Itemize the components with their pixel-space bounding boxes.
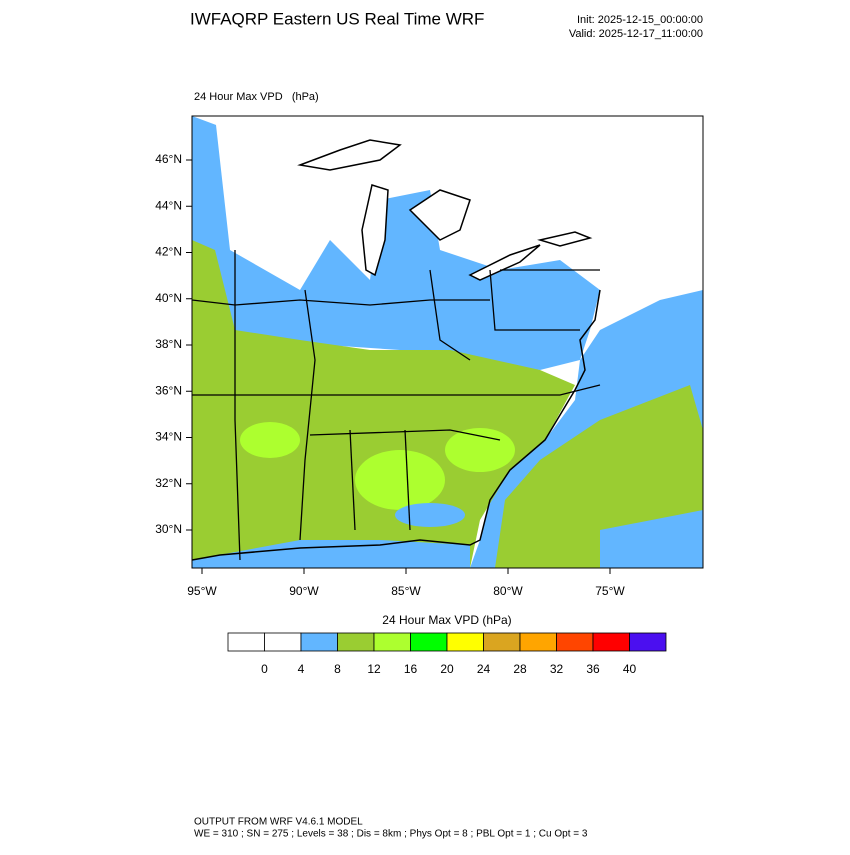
colorbar-box xyxy=(264,632,302,652)
colorbar-box xyxy=(337,632,375,652)
colorbar-box xyxy=(592,632,630,652)
lat-tick-label: 46°N xyxy=(155,152,182,166)
footer-line: OUTPUT FROM WRF V4.6.1 MODEL xyxy=(194,817,363,828)
map-frame xyxy=(191,115,704,569)
colorbar-label: 40 xyxy=(623,662,637,676)
lake-erie xyxy=(468,244,541,281)
light-green-field xyxy=(240,422,300,458)
lat-tick-label: 38°N xyxy=(155,337,182,351)
lat-tick-label: 32°N xyxy=(155,476,182,490)
lake-michigan xyxy=(361,184,389,277)
colorbar-box xyxy=(483,632,521,652)
green-field xyxy=(192,240,575,568)
lat-tick-label: 42°N xyxy=(155,245,182,259)
colorbar-label: 36 xyxy=(586,662,600,676)
title: IWFAQRP Eastern US Real Time WRF xyxy=(190,9,484,28)
lon-tick-label: 85°W xyxy=(391,584,421,598)
lake-ontario xyxy=(537,231,593,247)
coastline xyxy=(192,289,601,561)
light-green-field xyxy=(445,428,515,472)
lat-tick-label: 40°N xyxy=(155,291,182,305)
colorbar-label: 28 xyxy=(513,662,527,676)
colorbar-box xyxy=(446,632,484,652)
colorbar-box xyxy=(556,632,594,652)
north-white xyxy=(192,116,703,180)
init-time: Init: 2025-12-15_00:00:00 xyxy=(577,14,703,26)
colorbar: 0 4 8 12 16 20 24 28 32 36 40 xyxy=(227,632,667,676)
blue-field xyxy=(192,116,600,370)
state-lines xyxy=(192,250,601,561)
lake-huron xyxy=(408,189,471,241)
colorbar-label: 20 xyxy=(440,662,454,676)
colorbar-box xyxy=(300,632,338,652)
valid-time: Valid: 2025-12-17_11:00:00 xyxy=(569,28,703,40)
map-fields xyxy=(192,116,703,568)
colorbar-box xyxy=(410,632,448,652)
map-label: 24 Hour Max VPD (hPa) xyxy=(194,91,319,103)
lake-superior xyxy=(297,139,402,171)
lon-tick-label: 90°W xyxy=(289,584,319,598)
colorbar-title: 24 Hour Max VPD (hPa) xyxy=(382,613,511,627)
colorbar-label: 12 xyxy=(367,662,381,676)
light-green-field xyxy=(355,450,445,510)
lat-tick-label: 44°N xyxy=(155,198,182,212)
lon-tick-label: 75°W xyxy=(595,584,625,598)
colorbar-box xyxy=(227,632,265,652)
colorbar-label: 8 xyxy=(334,662,341,676)
lat-tick-label: 36°N xyxy=(155,383,182,397)
colorbar-box xyxy=(373,632,411,652)
colorbar-label: 24 xyxy=(477,662,491,676)
lat-tick-label: 34°N xyxy=(155,430,182,444)
colorbar-box xyxy=(519,632,557,652)
colorbar-label: 16 xyxy=(404,662,418,676)
colorbar-box xyxy=(629,632,667,652)
colorbar-label: 32 xyxy=(550,662,564,676)
colorbar-label: 4 xyxy=(298,662,305,676)
lon-tick-label: 95°W xyxy=(187,584,217,598)
lon-tick-label: 80°W xyxy=(493,584,523,598)
blue-field xyxy=(395,503,465,527)
colorbar-label: 0 xyxy=(261,662,268,676)
gulf-field xyxy=(192,540,470,568)
lat-tick-label: 30°N xyxy=(155,522,182,536)
map-axes: 46°N 44°N 42°N 40°N 38°N 36°N 34°N 32°N 30°N 95°W… xyxy=(155,152,625,598)
footer-line: WE = 310 ; SN = 275 ; Levels = 38 ; Dis … xyxy=(194,829,588,840)
ocean-green-field xyxy=(495,385,703,568)
